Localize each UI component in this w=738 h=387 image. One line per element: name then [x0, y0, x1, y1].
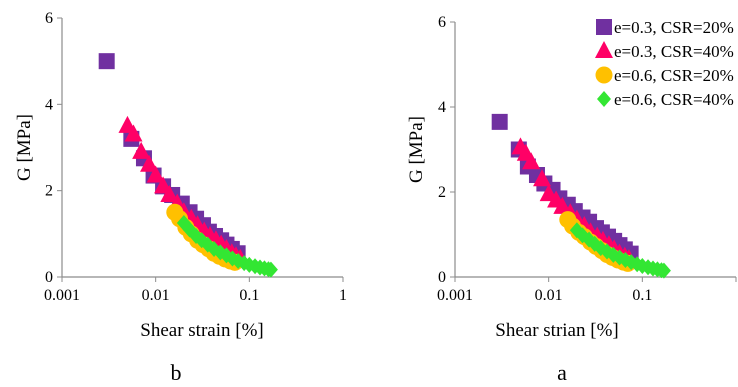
series-square	[491, 113, 639, 262]
series-square	[98, 53, 246, 262]
data-point	[146, 165, 165, 183]
x-tick-label: 0.001	[44, 287, 80, 304]
x-axis-title: Shear strain [%]	[140, 320, 263, 341]
y-tick-label: 0	[438, 269, 446, 286]
legend-marker	[595, 41, 613, 58]
data-point	[553, 196, 572, 214]
chart-panel-b: 0.001 0.01 0.1 1 0 2 4 6 Shear strain [%] G [MPa]…	[14, 10, 347, 385]
y-tick-label: 2	[45, 183, 53, 200]
series-diamond	[569, 222, 671, 279]
panel-label: a	[557, 360, 567, 385]
series-diamond	[176, 215, 278, 278]
legend-entry-label: e=0.6, CSR=20%	[614, 66, 734, 85]
y-tick-label: 4	[438, 99, 446, 116]
data-point	[160, 184, 179, 202]
data-point	[491, 113, 508, 130]
x-tick-label: 0.01	[142, 287, 170, 304]
x-tick-label: 0.1	[239, 287, 259, 304]
data-point	[140, 154, 159, 172]
y-tick-label: 4	[45, 96, 53, 113]
y-axis-title: G [MPa]	[14, 114, 35, 181]
data-point	[98, 53, 115, 70]
x-tick-label: 1	[339, 287, 347, 304]
data-point	[656, 262, 671, 279]
x-axis-title: Shear strian [%]	[495, 320, 618, 341]
data-point	[263, 261, 278, 278]
legend-marker	[595, 66, 613, 84]
legend-marker	[597, 91, 611, 107]
y-axis-title: G [MPa]	[406, 116, 427, 183]
data-point	[522, 152, 541, 170]
data-point	[124, 124, 143, 142]
y-tick-label: 6	[438, 14, 446, 31]
data-point	[207, 240, 222, 257]
legend-marker	[596, 19, 612, 35]
x-tick-label: 0.1	[632, 287, 652, 304]
legend-entry-label: e=0.3, CSR=40%	[614, 42, 734, 61]
y-tick-label: 6	[45, 10, 53, 27]
chart-panel-a: 0.001 0.01 0.1 0 2 4 6 Shear strian [%] G [MPa] e…	[406, 14, 737, 385]
y-tick-label: 2	[438, 184, 446, 201]
data-point	[132, 141, 151, 159]
legend: e=0.3, CSR=20% e=0.3, CSR=40% e=0.6, CSR=2…	[595, 18, 734, 109]
y-tick-label: 0	[45, 269, 53, 286]
legend-entry-label: e=0.3, CSR=20%	[614, 18, 734, 37]
panel-label: b	[171, 360, 182, 385]
legend-entry-label: e=0.6, CSR=40%	[614, 90, 734, 109]
data-point	[533, 169, 552, 187]
x-tick-label: 0.01	[535, 287, 563, 304]
x-tick-label: 0.001	[437, 287, 473, 304]
